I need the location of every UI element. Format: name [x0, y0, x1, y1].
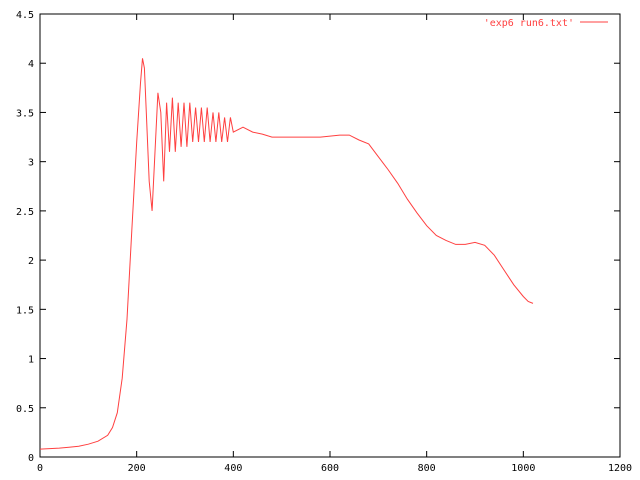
y-tick-label: 3	[28, 158, 34, 169]
y-tick-label: 0	[28, 453, 34, 464]
y-tick-label: 2.5	[16, 207, 34, 218]
plot-frame	[39, 13, 621, 458]
x-tick-label: 400	[224, 463, 242, 474]
x-tick-label: 1000	[511, 463, 535, 474]
y-tick-label: 2	[28, 256, 34, 267]
y-tick-label: 3.5	[16, 108, 34, 119]
legend-label: 'exp6 run6.txt'	[484, 18, 574, 29]
y-tick-label: 1	[28, 355, 34, 366]
y-tick-label: 0.5	[16, 404, 34, 415]
x-tick-label: 200	[128, 463, 146, 474]
x-axis-ticks: 0 200 400 600 800 1000 1200	[37, 14, 632, 474]
x-tick-label: 1200	[608, 463, 632, 474]
x-tick-label: 0	[37, 463, 43, 474]
series-line	[39, 58, 534, 450]
series-layer	[39, 58, 534, 450]
y-tick-label: 4	[28, 59, 34, 70]
legend: 'exp6 run6.txt'	[484, 18, 608, 29]
y-axis-ticks: 0 0.5 1 1.5 2 2.5 3 3.5 4 4.5	[16, 10, 620, 464]
y-tick-label: 1.5	[16, 305, 34, 316]
x-tick-label: 600	[321, 463, 339, 474]
y-tick-label: 4.5	[16, 10, 34, 21]
x-tick-label: 800	[418, 463, 436, 474]
